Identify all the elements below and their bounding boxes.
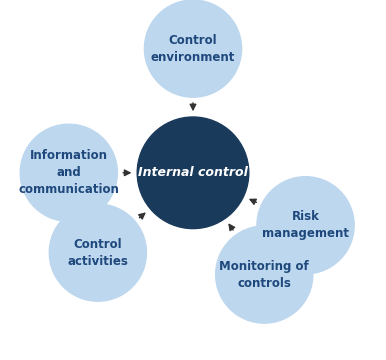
Circle shape bbox=[20, 124, 117, 221]
Circle shape bbox=[257, 177, 354, 274]
Circle shape bbox=[216, 226, 313, 323]
Text: Monitoring of
controls: Monitoring of controls bbox=[219, 260, 309, 289]
Text: Control
environment: Control environment bbox=[151, 33, 235, 64]
Circle shape bbox=[144, 0, 242, 97]
Text: Information
and
communication: Information and communication bbox=[19, 149, 119, 196]
Text: Control
activities: Control activities bbox=[68, 238, 128, 267]
Circle shape bbox=[49, 204, 146, 301]
Text: Internal control: Internal control bbox=[138, 166, 248, 179]
Text: Risk
management: Risk management bbox=[262, 210, 349, 240]
Circle shape bbox=[137, 117, 249, 229]
